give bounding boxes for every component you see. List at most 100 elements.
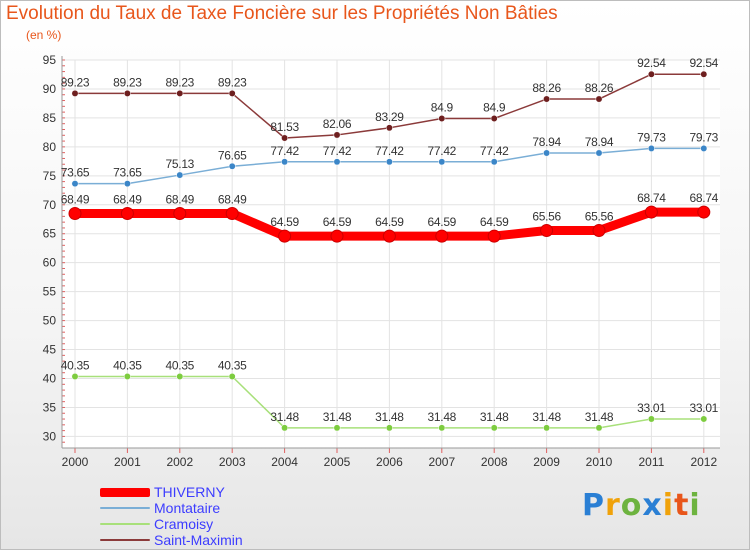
data-label-thiverny: 64.59 xyxy=(323,215,352,229)
data-point-thiverny xyxy=(435,229,449,243)
legend-item-cramoisy: Cramoisy xyxy=(100,516,243,532)
legend-label-montataire: Montataire xyxy=(154,500,221,516)
data-label-thiverny: 65.56 xyxy=(532,209,561,223)
data-label-saint-maximin: 84.9 xyxy=(431,100,454,114)
data-label-montataire: 77.42 xyxy=(480,144,509,158)
data-label-saint-maximin: 89.23 xyxy=(166,75,195,89)
data-point-cramoisy xyxy=(333,424,341,432)
data-point-montataire xyxy=(647,144,655,152)
y-tick-label: 45 xyxy=(43,343,57,357)
legend-swatch-saint-maximin xyxy=(100,539,150,541)
data-label-thiverny: 64.59 xyxy=(375,215,404,229)
data-label-thiverny: 64.59 xyxy=(480,215,509,229)
data-label-montataire: 77.42 xyxy=(323,144,352,158)
x-tick-label: 2012 xyxy=(690,455,717,469)
legend-label-saint-maximin: Saint-Maximin xyxy=(154,532,243,548)
data-point-thiverny xyxy=(487,229,501,243)
y-tick-label: 70 xyxy=(43,198,57,212)
data-point-thiverny xyxy=(120,207,134,221)
data-point-montataire xyxy=(700,144,708,152)
chart-title: Evolution du Taux de Taxe Foncière sur l… xyxy=(6,3,558,24)
y-tick-label: 50 xyxy=(43,314,57,328)
data-label-montataire: 79.73 xyxy=(637,130,666,144)
data-label-saint-maximin: 92.54 xyxy=(637,56,666,70)
data-label-cramoisy: 31.48 xyxy=(323,410,352,424)
data-label-thiverny: 68.49 xyxy=(218,193,247,207)
data-point-montataire xyxy=(490,158,498,166)
data-point-cramoisy xyxy=(176,373,184,380)
data-label-thiverny: 68.49 xyxy=(61,193,90,207)
data-point-thiverny xyxy=(697,205,711,219)
data-point-cramoisy xyxy=(281,424,289,432)
x-tick-label: 2000 xyxy=(62,455,89,469)
data-label-cramoisy: 31.48 xyxy=(375,410,404,424)
plot-area xyxy=(62,60,720,448)
x-tick-label: 2005 xyxy=(324,455,351,469)
data-label-saint-maximin: 82.06 xyxy=(323,117,352,131)
data-point-cramoisy xyxy=(385,424,393,432)
data-label-saint-maximin: 89.23 xyxy=(61,75,90,89)
data-point-thiverny xyxy=(68,207,82,221)
data-label-saint-maximin: 89.23 xyxy=(218,75,247,89)
x-tick-label: 2009 xyxy=(533,455,560,469)
data-label-montataire: 73.65 xyxy=(61,166,90,180)
data-point-saint-maximin xyxy=(176,89,184,97)
data-label-montataire: 76.65 xyxy=(218,148,247,162)
data-label-thiverny: 68.74 xyxy=(690,191,719,205)
data-point-cramoisy xyxy=(123,373,131,380)
x-tick-label: 2001 xyxy=(114,455,141,469)
proxiti-logo: Proxiti xyxy=(582,488,701,523)
data-label-montataire: 77.42 xyxy=(375,144,404,158)
data-point-thiverny xyxy=(540,223,554,237)
logo-letter: x xyxy=(642,488,663,523)
data-point-montataire xyxy=(595,149,603,157)
data-label-cramoisy: 31.48 xyxy=(585,410,614,424)
data-point-cramoisy xyxy=(647,415,655,423)
data-point-saint-maximin xyxy=(71,89,79,97)
legend-label-cramoisy: Cramoisy xyxy=(154,516,214,532)
x-tick-label: 2002 xyxy=(166,455,193,469)
data-point-montataire xyxy=(385,158,393,166)
data-label-saint-maximin: 89.23 xyxy=(113,75,142,89)
data-label-cramoisy: 40.35 xyxy=(61,358,90,372)
data-point-montataire xyxy=(71,180,79,188)
x-tick-label: 2008 xyxy=(481,455,508,469)
y-tick-label: 75 xyxy=(43,169,57,183)
logo-letter: i xyxy=(662,488,675,523)
data-point-cramoisy xyxy=(595,424,603,432)
data-label-saint-maximin: 83.29 xyxy=(375,110,404,124)
data-point-cramoisy xyxy=(438,424,446,432)
y-tick-label: 65 xyxy=(43,227,57,241)
x-tick-label: 2011 xyxy=(638,455,664,469)
y-tick-label: 40 xyxy=(43,372,57,386)
data-point-thiverny xyxy=(382,229,396,243)
legend-item-saint-maximin: Saint-Maximin xyxy=(100,532,243,548)
legend-item-thiverny: THIVERNY xyxy=(100,484,243,500)
data-point-saint-maximin xyxy=(595,95,603,103)
data-point-thiverny xyxy=(225,207,239,221)
data-label-thiverny: 65.56 xyxy=(585,209,614,223)
data-point-cramoisy xyxy=(71,373,79,380)
data-point-saint-maximin xyxy=(490,115,498,122)
logo-letter: t xyxy=(674,488,690,523)
y-tick-label: 80 xyxy=(43,140,57,154)
data-label-cramoisy: 33.01 xyxy=(637,401,666,415)
logo-letter: o xyxy=(620,488,643,523)
data-label-saint-maximin: 84.9 xyxy=(483,100,506,114)
x-tick-label: 2004 xyxy=(271,455,298,469)
data-point-cramoisy xyxy=(543,424,551,432)
data-label-cramoisy: 33.01 xyxy=(690,401,719,415)
data-point-montataire xyxy=(176,171,184,179)
data-point-montataire xyxy=(228,162,236,170)
data-label-thiverny: 68.74 xyxy=(637,191,666,205)
y-tick-label: 60 xyxy=(43,256,57,270)
data-label-thiverny: 68.49 xyxy=(113,193,142,207)
data-point-montataire xyxy=(123,180,131,188)
y-tick-label: 30 xyxy=(43,429,57,443)
logo-letter: i xyxy=(689,488,701,523)
chart-legend: THIVERNY Montataire Cramoisy Saint-Maximin xyxy=(100,484,243,548)
chart-subtitle: (en %) xyxy=(26,28,62,42)
data-point-saint-maximin xyxy=(700,70,708,78)
data-point-thiverny xyxy=(330,229,344,243)
